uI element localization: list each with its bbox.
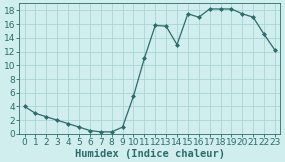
X-axis label: Humidex (Indice chaleur): Humidex (Indice chaleur) [75,149,225,159]
